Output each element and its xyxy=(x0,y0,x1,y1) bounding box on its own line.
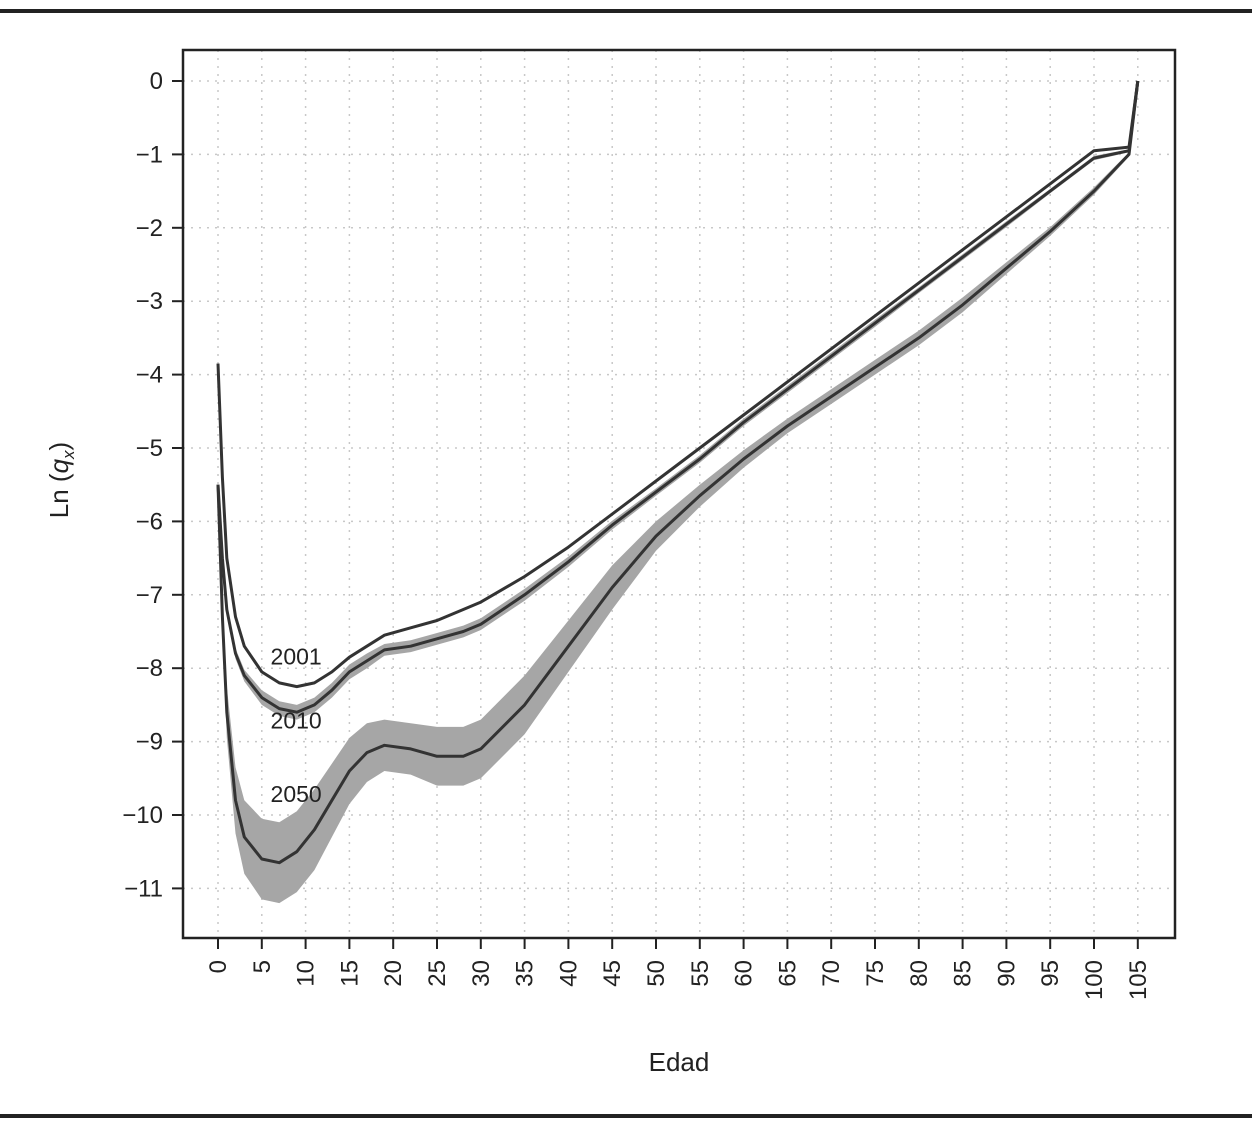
y-axis-title-sub: x xyxy=(59,450,78,460)
x-tick-label: 75 xyxy=(862,960,889,987)
y-tick-label: −6 xyxy=(136,508,163,535)
x-tick-label: 5 xyxy=(249,960,276,973)
top-rule xyxy=(0,9,1252,13)
band-2050 xyxy=(218,81,1138,904)
y-tick-label: −1 xyxy=(136,141,163,168)
x-tick-label: 55 xyxy=(687,960,714,987)
x-tick-label: 10 xyxy=(293,960,320,987)
series-line-2050 xyxy=(216,80,1140,865)
y-tick-label: −3 xyxy=(136,288,163,315)
series-line-2010 xyxy=(216,80,1140,714)
y-axis-title: Ln (qx) xyxy=(44,442,78,518)
plot-frame xyxy=(181,48,1177,940)
x-tick-label: 105 xyxy=(1125,960,1152,1000)
bottom-rule xyxy=(0,1114,1252,1118)
band-2010 xyxy=(218,81,1138,720)
y-tick-label: −2 xyxy=(136,215,163,242)
curve-label-2001: 2001 xyxy=(271,644,322,670)
x-tick-label: 85 xyxy=(950,960,977,987)
y-tick-label: −11 xyxy=(124,875,163,902)
x-tick-label: 60 xyxy=(731,960,758,987)
series-lines xyxy=(216,80,1140,865)
y-axis-title-var: q xyxy=(44,458,74,473)
x-axis: 0 5 10 15 20 25 30 35 40 45 50 55 60 65 70 75 80 85 90 95 10… xyxy=(205,938,1152,1000)
x-tick-label: 45 xyxy=(599,960,626,987)
y-axis-title-main: Ln ( xyxy=(44,473,74,518)
x-tick-label: 30 xyxy=(468,960,495,987)
x-tick-label: 95 xyxy=(1037,960,1064,987)
y-axis-title-close: ) xyxy=(44,442,74,451)
curve-label-2010: 2010 xyxy=(271,707,322,733)
x-tick-label: 80 xyxy=(906,960,933,987)
y-tick-label: −4 xyxy=(136,362,163,389)
x-tick-label: 25 xyxy=(424,960,451,987)
y-tick-label: −7 xyxy=(136,582,163,609)
y-tick-label: −9 xyxy=(136,729,163,756)
y-axis: 0 −1 −2 −3 −4 −5 −6 −7 −8 −9 −10 −11 xyxy=(122,68,183,902)
x-tick-label: 15 xyxy=(336,960,363,987)
x-tick-label: 20 xyxy=(380,960,407,987)
grid-lines xyxy=(183,50,1175,938)
x-tick-label: 100 xyxy=(1081,960,1108,1000)
confidence-bands xyxy=(218,81,1138,904)
x-tick-label: 65 xyxy=(774,960,801,987)
y-tick-label: 0 xyxy=(150,68,163,95)
x-tick-label: 0 xyxy=(205,960,232,973)
x-tick-label: 90 xyxy=(993,960,1020,987)
series-line-2001 xyxy=(216,80,1140,689)
curve-labels: 2001 2010 2050 xyxy=(271,644,322,807)
x-axis-title: Edad xyxy=(649,1047,710,1077)
x-tick-label: 35 xyxy=(512,960,539,987)
y-tick-label: −8 xyxy=(136,655,163,682)
x-tick-label: 50 xyxy=(643,960,670,987)
x-tick-label: 70 xyxy=(818,960,845,987)
x-tick-label: 40 xyxy=(555,960,582,987)
y-tick-label: −10 xyxy=(122,802,163,829)
y-tick-label: −5 xyxy=(136,435,163,462)
curve-label-2050: 2050 xyxy=(271,781,322,807)
